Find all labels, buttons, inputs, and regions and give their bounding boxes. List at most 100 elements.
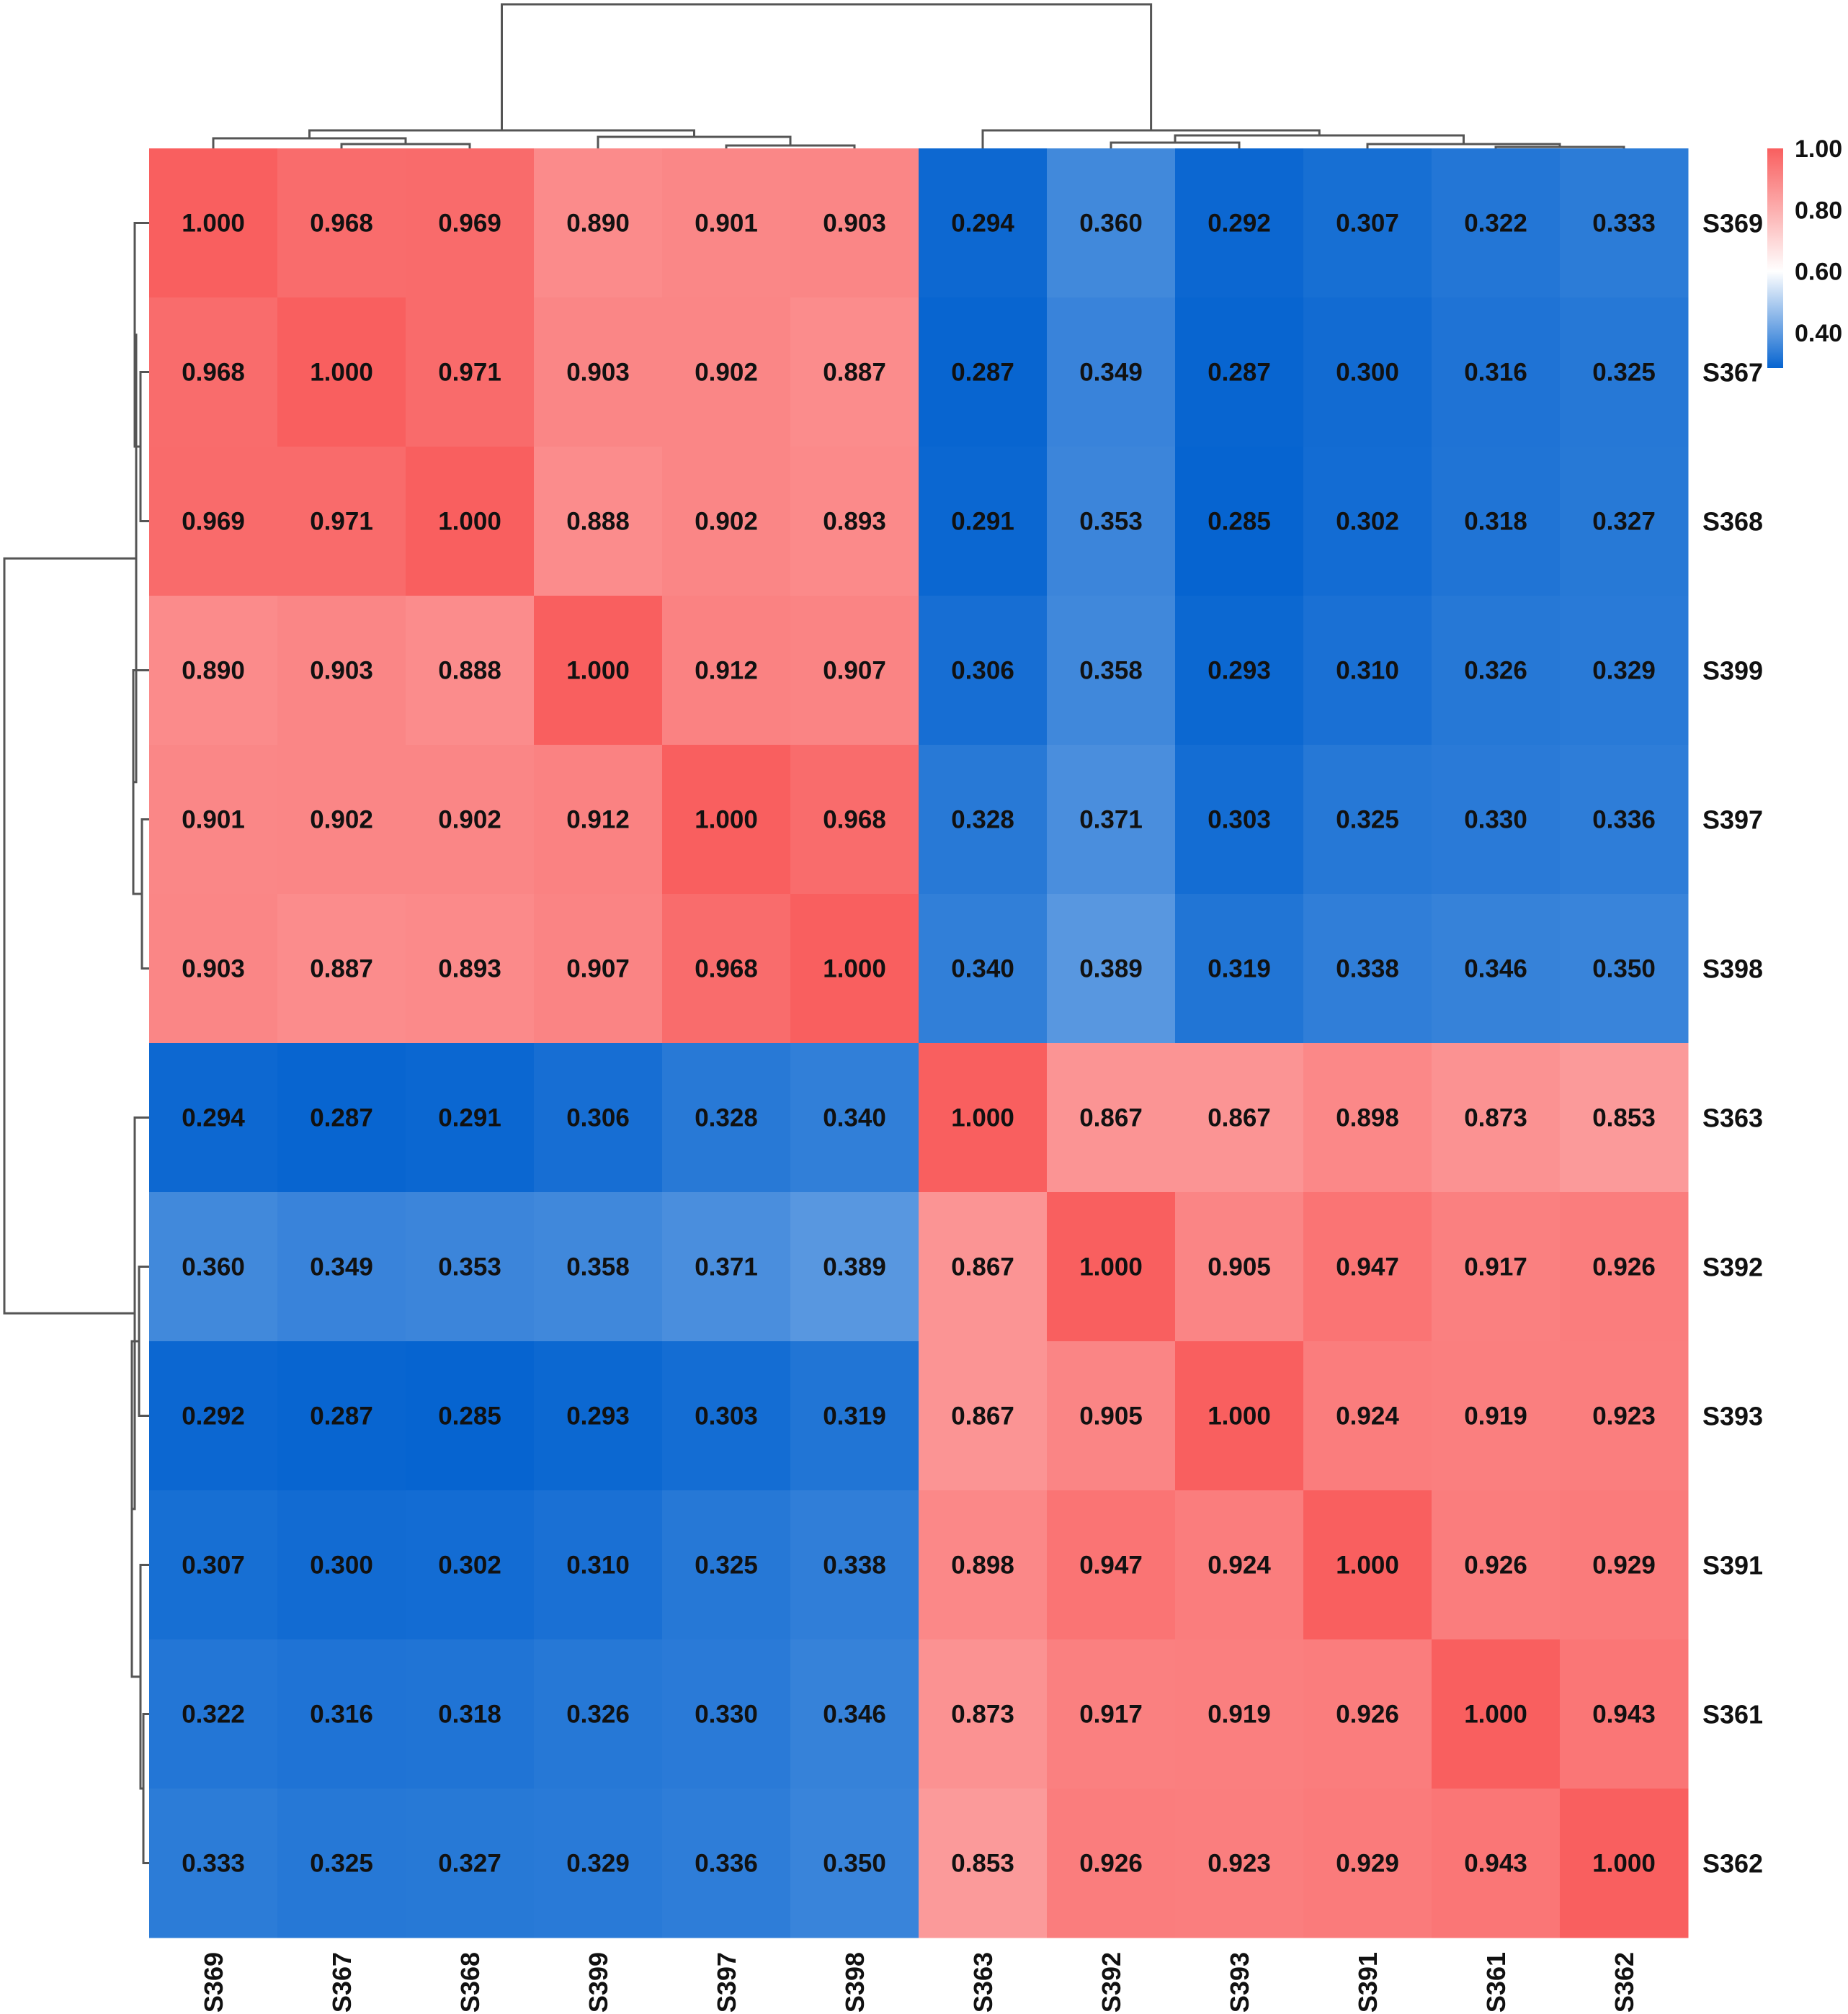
cell-value-label: 0.971 [310, 508, 373, 536]
cell-value-label: 0.336 [1592, 806, 1656, 834]
cell-value-label: 0.293 [566, 1402, 630, 1431]
cell-value-label: 0.316 [1464, 359, 1527, 387]
heatmap-cell [1432, 1789, 1561, 1938]
cell-value-label: 0.333 [1592, 210, 1656, 238]
heatmap-cell [277, 1341, 406, 1491]
dendrogram-branch [3, 557, 136, 1315]
heatmap-cell [1047, 1639, 1176, 1789]
heatmap-cell [406, 1490, 535, 1640]
heatmap-cell [534, 1192, 663, 1342]
heatmap-cell [1175, 1341, 1304, 1491]
column-label: S391 [1353, 1952, 1383, 2013]
row-label: S361 [1702, 1700, 1763, 1729]
heatmap-cell [919, 596, 1048, 746]
cell-value-label: 0.294 [182, 1104, 245, 1132]
cell-value-label: 0.328 [951, 806, 1014, 834]
cell-value-label: 1.000 [566, 657, 630, 685]
cell-value-label: 0.322 [182, 1701, 245, 1729]
column-label: S362 [1610, 1952, 1639, 2013]
heatmap-cell [1432, 447, 1561, 596]
heatmap-cell [790, 1341, 919, 1491]
cell-value-label: 0.293 [1208, 657, 1271, 685]
row-label: S398 [1702, 954, 1763, 984]
heatmap-cell [919, 297, 1048, 447]
cell-value-label: 0.287 [310, 1402, 373, 1431]
heatmap-cell [919, 1639, 1048, 1789]
heatmap-cell [1303, 596, 1432, 746]
heatmap-cell [919, 1192, 1048, 1342]
cell-value-label: 1.000 [1592, 1850, 1656, 1878]
heatmap-cell [1432, 1341, 1561, 1491]
cell-value-label: 0.902 [438, 806, 501, 834]
cell-value-label: 0.903 [566, 359, 630, 387]
heatmap-cell [277, 596, 406, 746]
cell-value-label: 0.336 [695, 1850, 758, 1878]
heatmap-cell [662, 745, 791, 895]
heatmap-cell [919, 148, 1048, 298]
color-scale-legend: 1.00 0.80 0.60 0.40 [1767, 135, 1842, 368]
heatmap-cell [149, 447, 278, 596]
heatmap-cell [1175, 297, 1304, 447]
heatmap-cell [1560, 1192, 1689, 1342]
cell-value-label: 0.303 [1208, 806, 1271, 834]
heatmap-cell [1560, 745, 1689, 895]
cell-value-label: 0.853 [1592, 1104, 1656, 1132]
cell-value-label: 0.919 [1208, 1701, 1271, 1729]
cell-value-label: 0.924 [1336, 1402, 1399, 1431]
cell-value-label: 0.923 [1592, 1402, 1656, 1431]
heatmap-cell [790, 1789, 919, 1938]
cell-value-label: 0.968 [310, 210, 373, 238]
row-label: S391 [1702, 1551, 1763, 1580]
cell-value-label: 0.926 [1592, 1253, 1656, 1281]
cell-value-label: 0.329 [566, 1850, 630, 1878]
cell-value-label: 0.867 [1208, 1104, 1271, 1132]
cell-value-label: 0.340 [951, 955, 1014, 983]
cell-value-label: 0.292 [182, 1402, 245, 1431]
heatmap-cell [662, 1639, 791, 1789]
heatmap-cell [919, 1043, 1048, 1193]
row-label: S393 [1702, 1402, 1763, 1431]
heatmap-cell [406, 1639, 535, 1789]
cell-value-label: 0.929 [1592, 1552, 1656, 1580]
cell-value-label: 1.000 [823, 955, 886, 983]
heatmap-cell [277, 1192, 406, 1342]
cell-value-label: 0.330 [695, 1701, 758, 1729]
heatmap-cell [790, 745, 919, 895]
heatmap-cell [534, 894, 663, 1044]
heatmap-cell [1175, 894, 1304, 1044]
heatmap-cell [1303, 1490, 1432, 1640]
row-labels: S369 S367 S368 S399 S397 S398 S363 S392 S393 S391… [1702, 209, 1763, 1879]
cell-value-label: 0.338 [1336, 955, 1399, 983]
heatmap-cell [1560, 596, 1689, 746]
cell-value-label: 1.000 [1208, 1402, 1271, 1431]
cell-value-label: 0.867 [1079, 1104, 1143, 1132]
cell-value-label: 0.371 [695, 1253, 758, 1281]
cell-value-label: 0.338 [823, 1552, 886, 1580]
heatmap-cell [1047, 297, 1176, 447]
heatmap-cell [277, 1639, 406, 1789]
heatmap-cell [149, 745, 278, 895]
heatmap-cell [149, 1789, 278, 1938]
cell-value-label: 1.000 [695, 806, 758, 834]
heatmap-cell [1432, 745, 1561, 895]
heatmap-cell [1175, 1789, 1304, 1938]
cell-value-label: 0.325 [310, 1850, 373, 1878]
heatmap-cell [790, 148, 919, 298]
cell-value-label: 0.905 [1208, 1253, 1271, 1281]
heatmap-cell [1175, 1639, 1304, 1789]
cell-value-label: 0.300 [1336, 359, 1399, 387]
heatmap-cell [1303, 745, 1432, 895]
cell-value-label: 0.867 [951, 1402, 1014, 1431]
cell-value-label: 0.330 [1464, 806, 1527, 834]
heatmap-cell [1560, 297, 1689, 447]
heatmap-cell [1175, 745, 1304, 895]
heatmap-cell [534, 745, 663, 895]
heatmap-cell [662, 1043, 791, 1193]
heatmap-cell [790, 894, 919, 1044]
cell-value-label: 0.302 [438, 1552, 501, 1580]
cell-value-label: 0.890 [566, 210, 630, 238]
cell-value-label: 0.903 [310, 657, 373, 685]
cell-value-label: 0.349 [1079, 359, 1143, 387]
heatmap-cell [919, 1789, 1048, 1938]
